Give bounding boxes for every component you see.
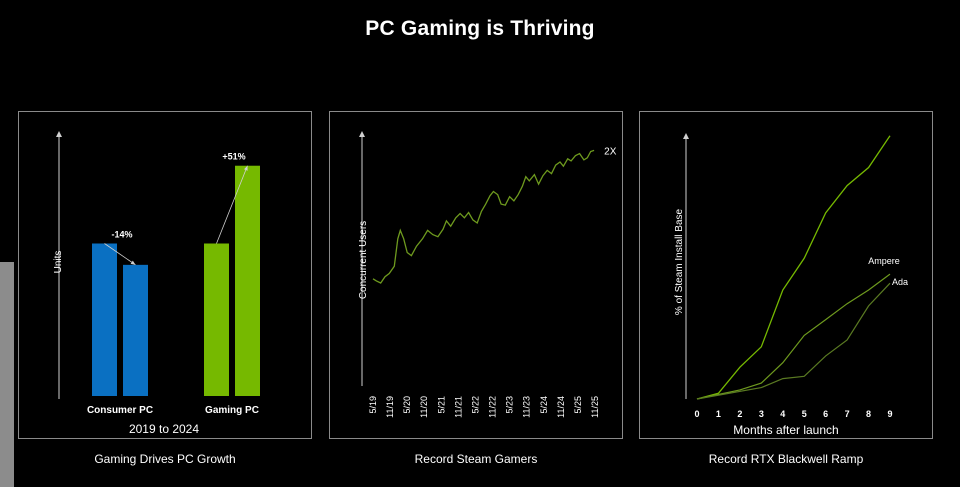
steam-line-chart: Concurrent Users 5/19 11/19 5/20 11/20 5/21 1… — [358, 131, 617, 418]
x-tick-label: 5/19 — [368, 396, 378, 414]
x-tick-label: 8 — [866, 409, 871, 419]
x-tick-label: 5/20 — [402, 396, 412, 414]
x-tick-label: 11/19 — [385, 396, 395, 418]
category-label: Gaming PC — [205, 405, 259, 416]
x-tick-label: 11/24 — [556, 396, 566, 418]
x-tick-label: 5/23 — [505, 396, 515, 414]
series-label-ada: Ada — [892, 277, 908, 287]
x-tick-label: 4 — [780, 409, 785, 419]
panel-pc-growth: Units Consumer PC -14% Gaming PC +51% 2019 … — [18, 111, 312, 439]
bar-gaming-pc-2024 — [235, 165, 260, 396]
y-axis-arrow — [359, 131, 365, 137]
change-arrow-head — [130, 260, 136, 265]
x-axis-label: 2019 to 2024 — [129, 422, 199, 436]
change-label: -14% — [111, 230, 132, 240]
x-tick-label: 3 — [759, 409, 764, 419]
series-line-blackwell — [696, 135, 891, 400]
x-tick-label: 9 — [887, 409, 892, 419]
x-tick-label: 6 — [823, 409, 828, 419]
bar-gaming-pc-2019 — [204, 243, 229, 396]
x-tick-label: 7 — [845, 409, 850, 419]
bar-chart: Units Consumer PC -14% Gaming PC +51% 2019 … — [53, 131, 260, 436]
y-axis-label: Units — [53, 251, 64, 274]
x-tick-label: 5 — [802, 409, 807, 419]
bar-consumer-pc-2024 — [123, 264, 148, 396]
change-label: +51% — [222, 152, 245, 162]
x-tick-label: 2 — [737, 409, 742, 419]
x-axis-label: Months after launch — [733, 423, 838, 437]
y-axis-label: Concurrent Users — [358, 221, 369, 299]
x-tick-label: 11/22 — [488, 396, 498, 418]
x-tick-label: 5/25 — [573, 396, 583, 414]
caption-steam-gamers: Record Steam Gamers — [414, 452, 538, 466]
caption-pc-growth: Gaming Drives PC Growth — [94, 452, 236, 466]
change-arrow-head — [243, 165, 248, 171]
category-label: Consumer PC — [87, 405, 153, 416]
x-tick-label: 11/23 — [522, 396, 532, 418]
y-axis-arrow — [683, 133, 689, 139]
change-arrow — [104, 243, 136, 266]
panel-steam-gamers: Concurrent Users 5/19 11/19 5/20 11/20 5/21 1… — [329, 111, 623, 439]
change-arrow — [216, 165, 248, 244]
series-line-ampere — [696, 273, 891, 400]
x-tick-label: 5/22 — [470, 396, 480, 414]
x-tick-label: 1 — [716, 409, 721, 419]
x-tick-label: 11/25 — [590, 396, 600, 418]
concurrent-users-line — [372, 149, 595, 284]
x-tick-label: 5/21 — [436, 396, 446, 414]
bar-consumer-pc-2019 — [92, 243, 117, 396]
caption-rtx-ramp: Record RTX Blackwell Ramp — [708, 452, 864, 466]
x-tick-label: 11/20 — [419, 396, 429, 418]
y-axis-label: % of Steam Install Base — [674, 208, 685, 315]
x-tick-label: 11/21 — [453, 396, 463, 418]
series-label-ampere: Ampere — [868, 256, 900, 266]
x-tick-label: 5/24 — [539, 396, 549, 414]
series-line-ada — [696, 282, 891, 400]
x-tick-label: 0 — [694, 409, 699, 419]
slide-title: PC Gaming is Thriving — [365, 17, 595, 40]
end-label: 2X — [604, 146, 617, 157]
y-axis-arrow — [56, 131, 62, 137]
side-decoration-bar — [0, 262, 14, 487]
